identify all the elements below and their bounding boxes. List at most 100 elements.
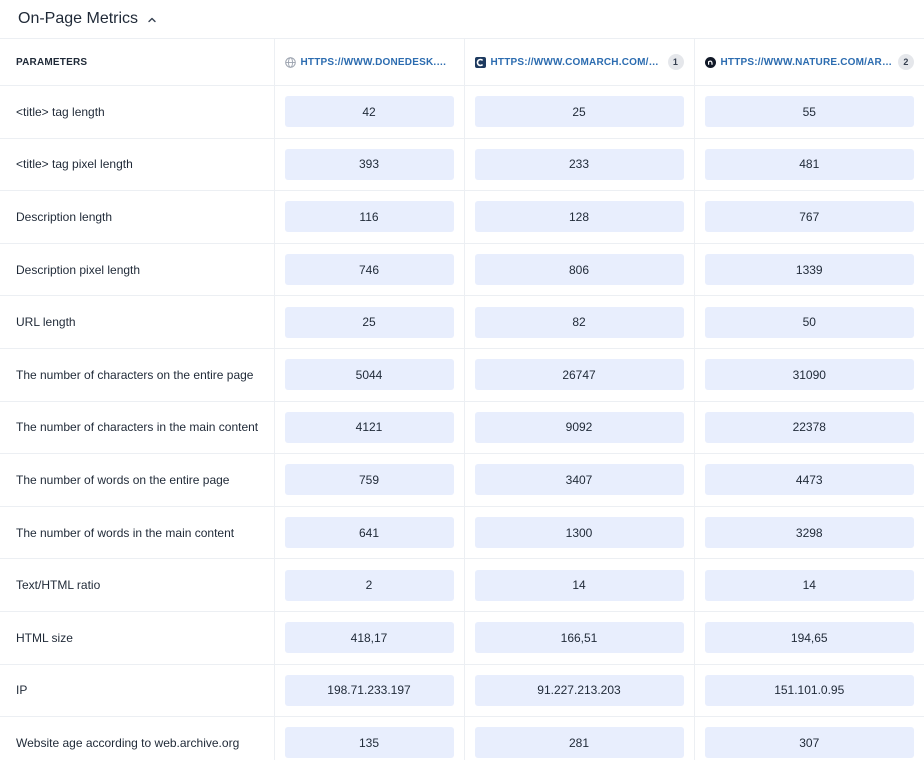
metric-value: 1339 — [704, 254, 914, 286]
table-header-row: PARAMETERS HTTPS://WWW.DONEDESK.COM/ — [0, 39, 924, 86]
metric-value: 281 — [474, 727, 684, 759]
metric-value: 194,65 — [704, 622, 914, 654]
table-row: <title> tag pixel length 393 233 481 — [0, 138, 924, 192]
parameters-header: PARAMETERS — [0, 39, 275, 86]
parameter-label: HTML size — [0, 611, 275, 665]
parameter-label: The number of characters on the entire p… — [0, 348, 275, 402]
metric-value: 26747 — [474, 359, 684, 391]
table-row: Description pixel length 746 806 1339 — [0, 243, 924, 297]
value-cell: 31090 — [694, 348, 924, 402]
metric-value: 4121 — [284, 411, 454, 443]
value-cell: 767 — [694, 190, 924, 244]
value-cell: 194,65 — [694, 611, 924, 665]
metric-value: 393 — [284, 148, 454, 180]
nature-logo-icon — [704, 56, 716, 68]
value-cell: 22378 — [694, 401, 924, 455]
section-header[interactable]: On-Page Metrics — [0, 0, 924, 38]
value-cell: 307 — [694, 716, 924, 760]
value-cell: 759 — [274, 453, 465, 507]
column-url-link[interactable]: HTTPS://WWW.DONEDESK.COM/ — [300, 56, 454, 68]
comarch-logo-icon — [474, 56, 486, 68]
value-cell: 14 — [464, 558, 695, 612]
metric-value: 166,51 — [474, 622, 684, 654]
table-row: The number of characters in the main con… — [0, 401, 924, 455]
value-cell: 3407 — [464, 453, 695, 507]
metric-value: 806 — [474, 254, 684, 286]
metric-value: 91.227.213.203 — [474, 674, 684, 706]
parameter-label: <title> tag length — [0, 85, 275, 139]
value-cell: 3298 — [694, 506, 924, 560]
value-cell: 4121 — [274, 401, 465, 455]
metric-value: 641 — [284, 517, 454, 549]
value-cell: 116 — [274, 190, 465, 244]
column-index-badge: 2 — [898, 54, 914, 70]
value-cell: 2 — [274, 558, 465, 612]
metric-value: 22378 — [704, 411, 914, 443]
table-row: URL length 25 82 50 — [0, 295, 924, 349]
value-cell: 746 — [274, 243, 465, 297]
table-row: Description length 116 128 767 — [0, 190, 924, 244]
column-url-link[interactable]: HTTPS://WWW.NATURE.COM/ARTI... — [720, 56, 894, 68]
metric-value: 14 — [704, 569, 914, 601]
chevron-up-icon[interactable] — [146, 13, 158, 25]
parameter-label: The number of characters in the main con… — [0, 401, 275, 455]
value-cell: 281 — [464, 716, 695, 760]
value-cell: 641 — [274, 506, 465, 560]
table-row: The number of words on the entire page 75… — [0, 453, 924, 507]
value-cell: 26747 — [464, 348, 695, 402]
parameter-label: IP — [0, 664, 275, 718]
value-cell: 5044 — [274, 348, 465, 402]
column-url-link[interactable]: HTTPS://WWW.COMARCH.COM/HE... — [490, 56, 663, 68]
value-cell: 128 — [464, 190, 695, 244]
value-cell: 418,17 — [274, 611, 465, 665]
metric-value: 151.101.0.95 — [704, 674, 914, 706]
column-header-1: HTTPS://WWW.DONEDESK.COM/ — [274, 39, 465, 86]
metric-value: 767 — [704, 201, 914, 233]
parameter-label: The number of words in the main content — [0, 506, 275, 560]
table-row: HTML size 418,17 166,51 194,65 — [0, 611, 924, 665]
value-cell: 233 — [464, 138, 695, 192]
metric-value: 9092 — [474, 411, 684, 443]
column-header-3: HTTPS://WWW.NATURE.COM/ARTI... 2 — [694, 39, 924, 86]
column-header-2: HTTPS://WWW.COMARCH.COM/HE... 1 — [464, 39, 695, 86]
value-cell: 82 — [464, 295, 695, 349]
metric-value: 55 — [704, 96, 914, 128]
value-cell: 14 — [694, 558, 924, 612]
metric-value: 759 — [284, 464, 454, 496]
metric-value: 2 — [284, 569, 454, 601]
metric-value: 481 — [704, 148, 914, 180]
value-cell: 1300 — [464, 506, 695, 560]
table-row: Website age according to web.archive.org… — [0, 716, 924, 760]
value-cell: 806 — [464, 243, 695, 297]
metric-value: 50 — [704, 306, 914, 338]
value-cell: 393 — [274, 138, 465, 192]
value-cell: 50 — [694, 295, 924, 349]
metric-value: 233 — [474, 148, 684, 180]
metric-value: 42 — [284, 96, 454, 128]
metric-value: 14 — [474, 569, 684, 601]
metric-value: 82 — [474, 306, 684, 338]
metric-value: 25 — [284, 306, 454, 338]
value-cell: 151.101.0.95 — [694, 664, 924, 718]
parameter-label: URL length — [0, 295, 275, 349]
value-cell: 42 — [274, 85, 465, 139]
metric-value: 128 — [474, 201, 684, 233]
metric-value: 3298 — [704, 517, 914, 549]
parameter-label: Description pixel length — [0, 243, 275, 297]
parameter-label: <title> tag pixel length — [0, 138, 275, 192]
parameter-label: Website age according to web.archive.org — [0, 716, 275, 760]
metrics-table: PARAMETERS HTTPS://WWW.DONEDESK.COM/ — [0, 39, 924, 760]
metric-value: 198.71.233.197 — [284, 674, 454, 706]
metric-value: 116 — [284, 201, 454, 233]
value-cell: 481 — [694, 138, 924, 192]
metrics-table-container: PARAMETERS HTTPS://WWW.DONEDESK.COM/ — [0, 38, 924, 760]
parameter-label: Text/HTML ratio — [0, 558, 275, 612]
value-cell: 198.71.233.197 — [274, 664, 465, 718]
globe-icon — [284, 56, 296, 68]
table-row: <title> tag length 42 25 55 — [0, 85, 924, 139]
metric-value: 418,17 — [284, 622, 454, 654]
value-cell: 166,51 — [464, 611, 695, 665]
metric-value: 746 — [284, 254, 454, 286]
table-row: IP 198.71.233.197 91.227.213.203 151.101.0.… — [0, 664, 924, 718]
metric-value: 25 — [474, 96, 684, 128]
